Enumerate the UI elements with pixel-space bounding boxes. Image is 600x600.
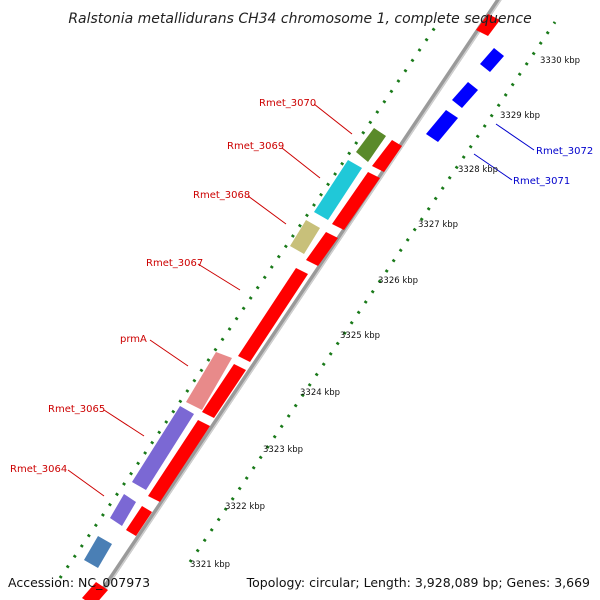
gene-arrow[interactable] [476,14,500,36]
feature-block[interactable] [84,536,112,568]
accession-text: Accession: NC_007973 [8,575,150,590]
scale-label: 3321 kbp [190,560,230,570]
gene-label[interactable]: Rmet_3067 [146,258,203,269]
feature-block[interactable] [314,160,362,220]
feature-block[interactable] [132,406,194,490]
gene-arrow[interactable] [332,172,380,230]
feature-block[interactable] [356,128,386,162]
gene-label[interactable]: Rmet_3072 [536,146,593,157]
map-title: Ralstonia metallidurans CH34 chromosome … [68,11,531,27]
gene-label[interactable]: Rmet_3070 [259,98,316,109]
feature-block[interactable] [186,352,232,410]
feature-block[interactable] [290,220,320,254]
gene-label[interactable]: Rmet_3064 [10,464,67,475]
scale-label: 3328 kbp [458,165,498,175]
scale-label: 3324 kbp [300,388,340,398]
gene-arrow[interactable] [148,420,210,502]
scale-label: 3323 kbp [263,445,303,455]
dotted-guide-outer [58,19,442,579]
gene-label[interactable]: Rmet_3068 [193,190,250,201]
gene-label[interactable]: Rmet_3065 [48,404,105,415]
scale-label: 3327 kbp [418,220,458,230]
gene-label[interactable]: Rmet_3069 [227,141,284,152]
gene-arrow[interactable] [306,232,338,266]
gene-label[interactable]: prmA [120,334,147,345]
gene-arrow[interactable] [480,48,504,72]
scale-label: 3325 kbp [340,331,380,341]
chromosome-backbone [93,0,502,600]
scale-label: 3329 kbp [500,111,540,121]
gene-arrow[interactable] [372,140,402,172]
gene-arrow[interactable] [202,364,246,418]
scale-labels: 3321 kbp 3322 kbp 3323 kbp 3324 kbp 3325… [190,56,580,570]
gene-arrow[interactable] [426,110,458,142]
feature-block[interactable] [110,494,136,526]
gene-arrow[interactable] [82,582,108,600]
scale-label: 3326 kbp [378,276,418,286]
topology-text: Topology: circular; Length: 3,928,089 bp… [246,575,590,590]
gene-arrow[interactable] [238,268,308,362]
gene-label[interactable]: Rmet_3071 [513,176,570,187]
gene-labels: Rmet_3064 Rmet_3065 prmA Rmet_3067 Rmet_… [10,98,593,475]
dotted-guide-inner [188,21,557,563]
gene-arrow[interactable] [126,506,152,536]
forward-gene-track [82,14,500,600]
feature-track [84,128,386,568]
gene-arrow[interactable] [452,82,478,108]
scale-label: 3330 kbp [540,56,580,66]
label-leaders [67,103,535,497]
reverse-gene-track [426,48,504,142]
scale-label: 3322 kbp [225,502,265,512]
